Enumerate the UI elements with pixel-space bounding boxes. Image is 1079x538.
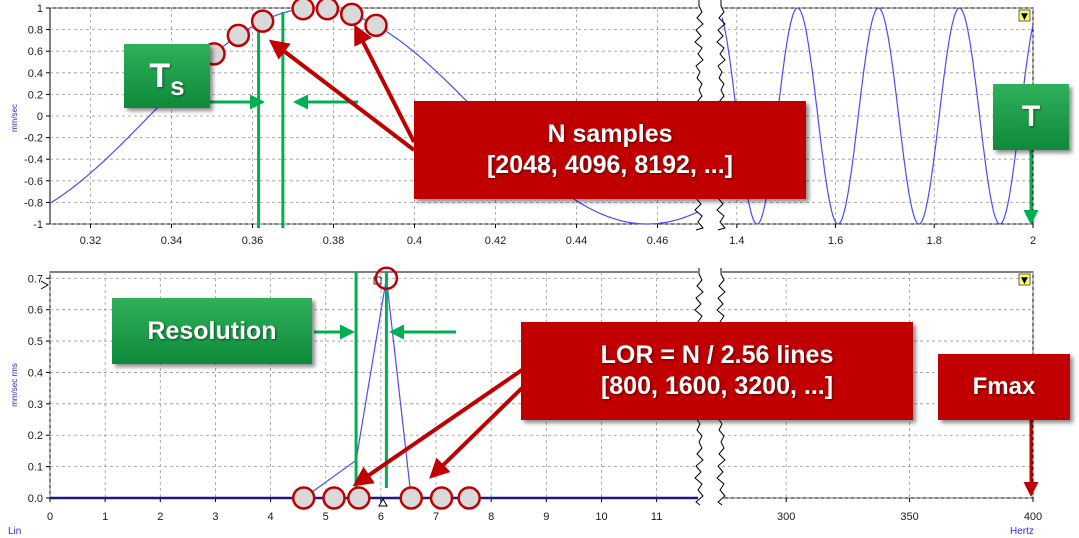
- peak-marker: [374, 266, 399, 291]
- x-scale-mode: Lin: [8, 526, 21, 537]
- spectral-line-marker: [322, 486, 346, 510]
- spectrum-x-tick-label: 10: [595, 511, 607, 523]
- lor-arrow-2: [429, 386, 524, 479]
- waveform-x-tick-label: 0.46: [647, 235, 668, 247]
- spectrum-x-tick-label: 11: [651, 511, 662, 523]
- spectrum-y-tick-label: 0.5: [28, 336, 43, 348]
- spectrum-x-tick-label: 9: [543, 511, 549, 523]
- waveform-y-tick-label: -0.4: [24, 154, 43, 166]
- lor-callout: LOR = N / 2.56 lines [800, 1600, 3200, .…: [521, 322, 913, 420]
- spectrum-x-tick-label: 1: [102, 511, 108, 523]
- spectrum-x-tick-label: 5: [323, 511, 329, 523]
- spectrum-y-tick-label: 0.7: [28, 273, 43, 285]
- waveform-y-tick-label: 0.4: [28, 68, 43, 80]
- waveform-y-tick-label: -0.2: [24, 133, 43, 145]
- waveform-y-tick-label: -0.6: [24, 176, 43, 188]
- spectrum-x-tick-label: 4: [268, 511, 274, 523]
- y-axis-cursor-icon: [40, 280, 50, 290]
- spectral-line-marker: [399, 486, 423, 510]
- waveform-y-tick-label: 0.2: [28, 89, 43, 101]
- resolution-callout: Resolution: [112, 298, 312, 364]
- annotation-arrows: [210, 24, 1039, 497]
- annotation-lines: [257, 12, 1039, 488]
- spectrum-trace: [303, 278, 412, 499]
- lor-line1: LOR = N / 2.56 lines: [600, 340, 834, 369]
- n-samples-line1: N samples: [547, 119, 673, 148]
- ts-callout-sub: s: [170, 70, 185, 101]
- spectral-line-marker: [347, 486, 371, 510]
- spectrum-x-ticks: 0 1 2 3 4 5 6 7 8 9 10 11 300 350 400: [47, 498, 1042, 523]
- lor-line2: [800, 1600, 3200, ...]: [600, 372, 834, 400]
- waveform-y-tick-label: 0.8: [28, 25, 43, 37]
- spectrum-x-tick-label: 300: [777, 511, 795, 523]
- waveform-x-tick-label: 0.38: [323, 235, 344, 247]
- spectrum-y-tick-label: 0.6: [28, 305, 43, 317]
- spectrum-x-tick-label: 350: [900, 511, 918, 523]
- waveform-corner-marker[interactable]: ▼: [1018, 9, 1031, 22]
- waveform-x-tick-label: 0.36: [242, 235, 263, 247]
- resolution-label: Resolution: [147, 316, 277, 345]
- spectrum-y-tick-label: 0.4: [28, 367, 43, 379]
- sample-marker: [364, 13, 388, 38]
- spectral-line-marker: [429, 486, 454, 510]
- waveform-y-ticks: 1 0.8 0.6 0.4 0.2 0 -0.2 -0.4 -0.6 -0.8 -1: [24, 3, 50, 231]
- waveform-x-tick-label: 0.4: [407, 235, 422, 247]
- sample-marker: [339, 2, 364, 27]
- spectrum-y-tick-label: 0.2: [28, 430, 43, 442]
- t-callout-label: T: [1021, 100, 1041, 133]
- n-samples-arrow-1: [268, 39, 416, 152]
- spectral-line-marker: [291, 486, 316, 510]
- waveform-x-tick-label: 1.6: [828, 235, 843, 247]
- waveform-x-tick-label: 0.32: [80, 235, 101, 247]
- spectrum-corner-marker[interactable]: ▼: [1018, 273, 1031, 286]
- t-callout: T: [993, 84, 1069, 150]
- fmax-label: Fmax: [972, 373, 1036, 400]
- waveform-x-tick-label: 1.8: [927, 235, 942, 247]
- lor-arrow-1: [352, 368, 524, 487]
- waveform-x-tick-label: 1.4: [729, 235, 744, 247]
- spectrum-x-tick-label: 8: [488, 511, 494, 523]
- spectral-line-marker: [457, 486, 481, 510]
- waveform-x-tick-label: 0.34: [161, 235, 182, 247]
- x-cursor-triangle-icon: [378, 497, 388, 507]
- spectrum-x-tick-label: 6: [378, 511, 384, 523]
- waveform-y-tick-label: -1: [33, 219, 43, 231]
- spectrum-x-tick-label: 0: [47, 511, 53, 523]
- n-samples-arrow-2: [354, 24, 416, 143]
- n-samples-callout: N samples [2048, 4096, 8192, ...]: [414, 101, 806, 199]
- sample-marker: [315, 0, 340, 21]
- waveform-y-label: mm/sec: [10, 104, 19, 132]
- ts-callout-main: T: [149, 56, 171, 95]
- sample-marker: [291, 0, 315, 21]
- svg-text:▼: ▼: [1021, 12, 1028, 22]
- svg-text:▼: ▼: [1021, 276, 1028, 286]
- waveform-y-tick-label: 1: [37, 3, 43, 15]
- waveform-y-tick-label: 0.6: [28, 46, 43, 58]
- waveform-x-tick-label: 2: [1030, 235, 1036, 247]
- spectrum-x-tick-label: 3: [212, 511, 218, 523]
- spectrum-x-tick-label: 400: [1024, 511, 1042, 523]
- fmax-callout: Fmax: [938, 354, 1070, 420]
- sample-marker: [226, 23, 251, 48]
- spectrum-y-tick-label: 0.3: [28, 399, 43, 411]
- waveform-y-tick-label: 0: [37, 111, 43, 123]
- waveform-x-tick-label: 0.42: [485, 235, 506, 247]
- spectrum-y-tick-label: 0.0: [28, 493, 43, 505]
- spectrum-y-label: mm/sec rms: [10, 363, 19, 407]
- waveform-x-ticks: 0.32 0.34 0.36 0.38 0.4 0.42 0.44 0.46 1.4 1.6 1.8…: [80, 224, 1036, 247]
- sample-marker: [250, 9, 275, 33]
- spectrum-y-tick-label: 0.1: [28, 462, 43, 474]
- n-samples-line2: [2048, 4096, 8192, ...]: [486, 151, 733, 179]
- spectrum-x-tick-label: 2: [157, 511, 163, 523]
- waveform-x-tick-label: 0.44: [566, 235, 587, 247]
- x-unit-label: Hertz: [1010, 526, 1034, 537]
- waveform-y-tick-label: -0.8: [24, 197, 43, 209]
- spectrum-x-tick-label: 7: [433, 511, 439, 523]
- spectrum-y-ticks: 0.7 0.6 0.5 0.4 0.3 0.2 0.1 0.0: [28, 273, 50, 505]
